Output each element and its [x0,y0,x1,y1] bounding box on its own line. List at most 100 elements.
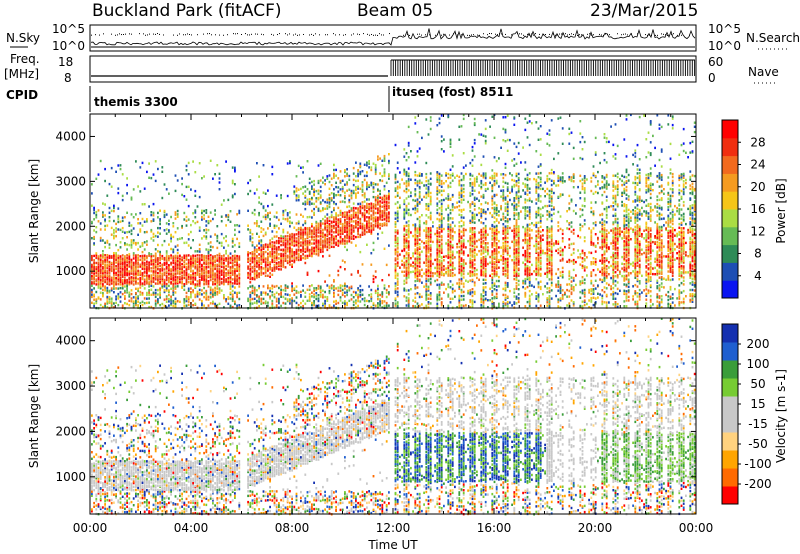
power-cell [359,202,362,205]
power-cell [482,257,485,260]
power-cell [489,227,491,230]
power-cell [183,218,186,221]
power-cell [196,273,199,276]
power-cell [480,185,483,189]
power-cell [379,210,381,213]
power-cell [93,261,95,265]
power-cell [295,244,298,247]
power-cell [161,302,164,306]
power-cell [121,216,124,219]
power-cell [124,282,126,285]
power-cell [113,265,115,268]
power-cell [471,201,474,204]
power-cell [157,293,159,296]
power-cell [399,171,401,174]
nsearch-point [599,33,600,35]
power-cell [207,257,210,260]
nsearch-point [571,33,572,35]
power-cell [139,301,142,305]
power-cell [273,250,276,254]
power-cell [95,226,98,229]
power-cell [280,194,282,197]
power-cell [381,306,384,309]
power-cell [249,268,252,271]
power-cell [315,297,318,301]
power-cell [403,240,406,243]
power-cell [99,303,102,307]
power-cell [157,298,159,301]
power-cell [168,273,170,277]
power-cell [238,267,241,270]
power-cell [471,183,474,186]
power-cell [258,272,260,275]
power-cell [234,192,236,196]
power-cell [165,271,168,274]
power-cell [291,254,293,258]
power-cell [256,274,258,277]
power-cell [218,276,221,279]
power-cell [469,227,472,230]
power-cell [236,276,238,279]
power-cell [231,245,234,248]
power-cell [106,276,109,279]
power-cell [366,299,368,303]
power-cell [403,289,406,292]
power-cell [440,227,443,230]
power-cell [207,251,210,255]
power-cell [344,175,346,178]
power-cell [328,246,331,250]
power-cell [326,245,329,249]
power-cell [484,264,487,268]
power-cell [124,255,126,258]
power-cell [363,205,366,208]
power-cell [203,265,205,269]
power-cell [440,273,443,277]
power-cell [170,281,172,284]
power-cell [319,243,322,246]
power-cell [322,233,324,236]
power-cell [106,282,109,285]
power-cell [311,235,313,238]
power-cell [183,241,186,245]
power-cell [352,166,355,170]
power-cell [377,196,379,199]
power-cell [251,244,254,247]
power-cell [451,208,454,212]
power-cell [170,268,172,271]
power-cell [267,255,269,258]
power-cell [170,287,172,290]
power-cell [460,184,463,187]
power-cell [293,293,296,296]
power-cell [302,243,304,246]
power-cell [293,287,296,290]
power-cell [467,254,469,257]
power-cell [146,267,148,270]
power-cell [482,274,485,277]
power-cell [308,254,311,257]
power-cell [339,299,342,302]
power-cell [196,260,199,263]
power-cell [449,138,452,141]
power-cell [99,256,102,259]
power-cell [476,276,478,280]
power-cell [476,239,478,243]
power-cell [352,300,355,303]
power-cell [306,273,309,276]
power-cell [451,236,454,239]
power-cell [484,142,487,145]
power-cell [117,248,120,252]
power-cell [223,306,225,309]
power-cell [209,293,212,296]
power-cell [425,222,428,226]
power-cell [410,213,412,217]
power-cell [377,188,379,191]
power-cell [414,194,417,198]
power-cell [405,238,408,242]
power-cell [168,256,170,260]
power-cell [291,239,293,242]
power-cell [117,303,120,307]
power-cell [471,174,474,177]
power-cell [278,261,280,264]
power-cell [458,204,461,208]
power-cell [225,257,227,260]
